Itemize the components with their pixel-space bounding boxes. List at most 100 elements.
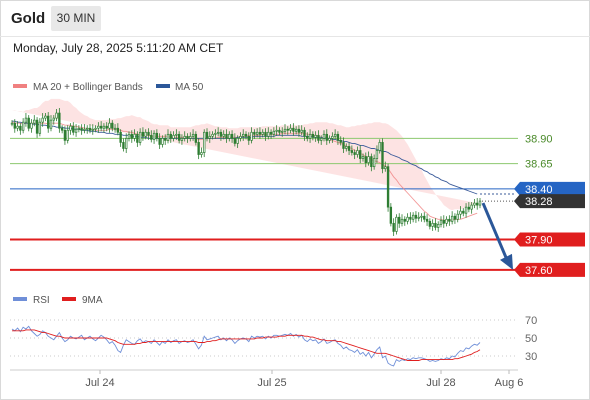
candle xyxy=(44,113,47,122)
candle xyxy=(247,132,250,145)
candle xyxy=(74,124,78,137)
candle xyxy=(425,214,429,226)
candle xyxy=(35,117,39,138)
rsi-legend: RSI 9MA xyxy=(13,295,103,306)
candle xyxy=(47,112,50,133)
candle xyxy=(19,123,22,135)
candle xyxy=(281,127,284,137)
level-label-resistance: 38.65 xyxy=(525,159,553,171)
candle xyxy=(21,118,25,134)
candle xyxy=(88,124,92,134)
candle xyxy=(66,125,69,144)
candle xyxy=(63,126,67,145)
candle xyxy=(470,202,473,214)
candle xyxy=(166,129,170,144)
candle xyxy=(464,203,468,218)
candle xyxy=(473,199,476,209)
candle xyxy=(150,130,153,143)
candle xyxy=(60,125,64,134)
candle xyxy=(392,218,395,236)
candle xyxy=(462,208,465,217)
candle xyxy=(113,124,117,133)
candle xyxy=(222,130,225,140)
candle xyxy=(406,213,409,225)
candle xyxy=(105,122,108,132)
candle xyxy=(356,146,359,158)
candle xyxy=(448,215,451,226)
chart-datetime: Monday, July 28, 2025 5:11:20 AM CET xyxy=(13,41,224,55)
candle xyxy=(27,115,30,132)
candle xyxy=(230,130,234,143)
candle xyxy=(41,113,44,127)
candle xyxy=(49,115,53,132)
candle xyxy=(311,131,315,141)
level-tag-support xyxy=(514,262,585,277)
rsi-legend-label: RSI xyxy=(33,295,50,306)
candle xyxy=(130,130,133,143)
candle xyxy=(378,139,381,154)
candle xyxy=(58,108,61,133)
candle xyxy=(308,129,312,143)
candle xyxy=(144,129,147,140)
projection-arrow-head xyxy=(500,253,513,270)
candle xyxy=(83,124,86,134)
candle xyxy=(169,131,172,143)
price-labels: 38.90 38.65 38.40 37.90 37.60 38.28 xyxy=(482,133,585,277)
title-bar: Gold 30 MIN xyxy=(0,0,590,36)
candle xyxy=(467,202,471,213)
candle xyxy=(147,128,150,140)
candle xyxy=(320,135,323,145)
candle xyxy=(16,121,19,132)
candle xyxy=(122,138,125,152)
candle xyxy=(194,131,198,146)
candle xyxy=(414,211,418,223)
candle xyxy=(328,135,331,144)
candle xyxy=(77,125,81,133)
candle xyxy=(33,115,36,127)
candle xyxy=(69,123,72,135)
x-tick-label: Jul 24 xyxy=(85,377,114,389)
candle xyxy=(325,129,328,145)
candle xyxy=(445,216,448,227)
candle xyxy=(219,129,223,141)
candle xyxy=(289,124,292,134)
timeframe-button[interactable]: 30 MIN xyxy=(51,6,101,31)
candle xyxy=(244,131,248,140)
candle xyxy=(333,129,337,140)
candle xyxy=(300,125,303,136)
candle xyxy=(177,131,181,144)
candle xyxy=(216,127,220,137)
candle xyxy=(225,129,228,143)
candle xyxy=(336,131,340,145)
level-label-resistance: 38.90 xyxy=(525,133,553,145)
candle xyxy=(428,218,432,230)
last-price-tag xyxy=(514,194,585,209)
candle xyxy=(398,213,401,228)
candle xyxy=(239,132,242,142)
candlesticks xyxy=(10,108,482,236)
candle xyxy=(214,129,217,139)
candle xyxy=(211,131,214,140)
candle xyxy=(236,135,239,148)
candle xyxy=(138,128,142,146)
candle xyxy=(423,212,426,223)
candle xyxy=(250,127,253,144)
candle xyxy=(478,198,482,209)
rsi-panel: 70 50 30 xyxy=(10,315,537,367)
candle xyxy=(116,123,120,136)
candle xyxy=(261,129,264,138)
candle xyxy=(161,135,164,148)
candle xyxy=(434,218,437,231)
candle xyxy=(453,213,457,224)
candle xyxy=(253,129,256,139)
candle xyxy=(411,212,415,223)
candle xyxy=(269,129,273,139)
candle xyxy=(152,130,156,144)
ma20-legend-label: MA 20 + Bollinger Bands xyxy=(33,82,143,93)
candle xyxy=(303,127,306,141)
candle xyxy=(180,134,184,145)
last-price-label: 38.28 xyxy=(525,196,553,208)
candle xyxy=(91,124,94,135)
candle xyxy=(339,136,342,146)
ma20-legend-swatch xyxy=(13,84,27,88)
